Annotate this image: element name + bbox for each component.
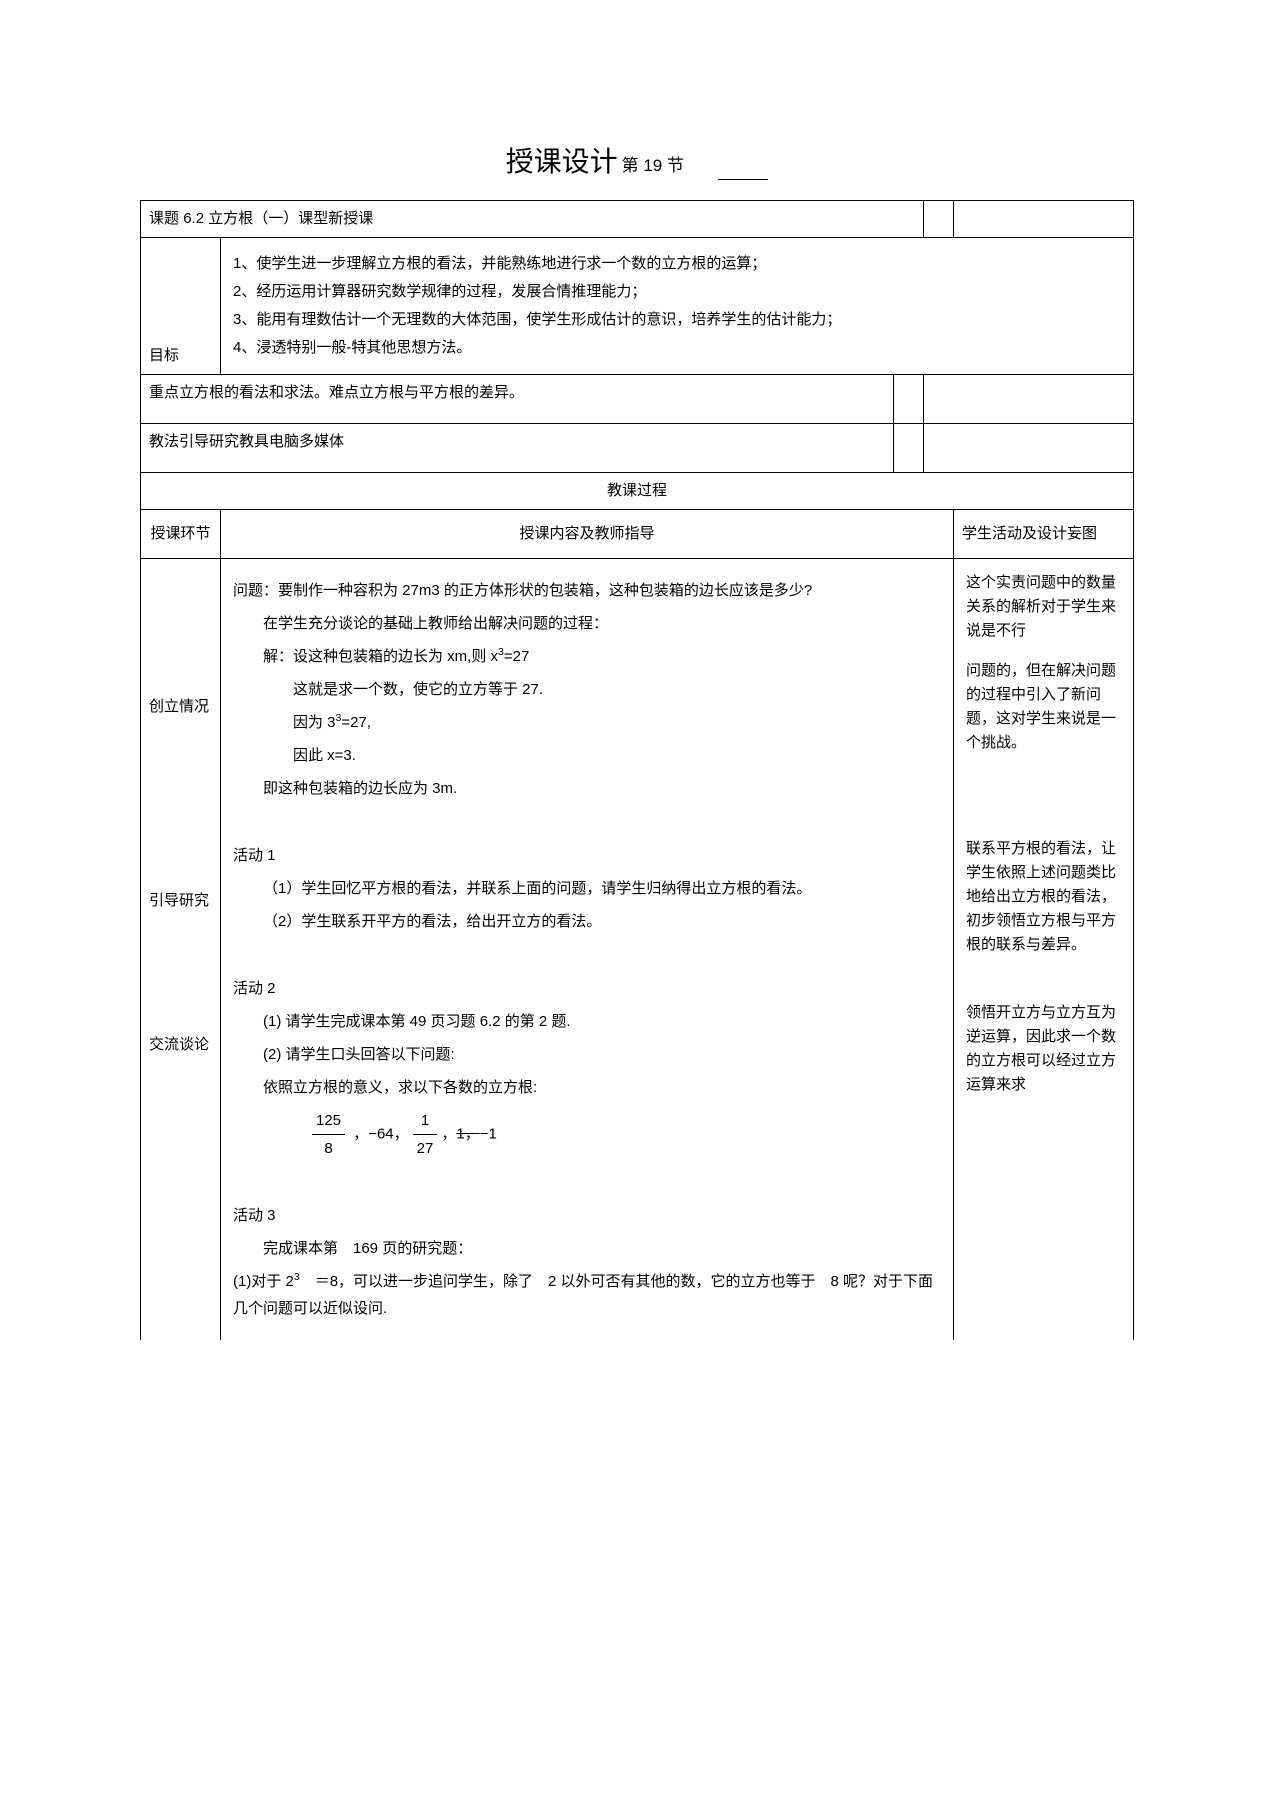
- method-row: 教法引导研究教具电脑多媒体: [141, 424, 1134, 473]
- process-title: 教课过程: [141, 473, 1134, 510]
- frac-num: 125: [312, 1107, 345, 1135]
- stage-3-label: 交流谈论: [149, 1033, 212, 1057]
- col1-header: 授课环节: [141, 510, 221, 559]
- method-value: 引导研究教具电脑多媒体: [179, 433, 344, 450]
- goal-3: 3、能用有理数估计一个无理数的大体范围，使学生形成估计的意识，培养学生的估计能力…: [233, 308, 1121, 332]
- section4-content: 活动 3 完成课本第 169 页的研究题： (1)对于 23 ＝8，可以进一步追…: [229, 1190, 945, 1334]
- topic-cell: 课题 6.2 立方根（一）课型新授课: [141, 201, 924, 238]
- s3-a2-3: 依照立方根的意义，求以下各数的立方根:: [233, 1074, 941, 1101]
- goals-cell: 1、使学生进一步理解立方根的看法，并能熟练地进行求一个数的立方根的运算； 2、经…: [221, 238, 1134, 375]
- key-blank2: [924, 375, 1134, 424]
- keypoint-row: 重点立方根的看法和求法。难点立方根与平方根的差异。: [141, 375, 1134, 424]
- lesson-table: 课题 6.2 立方根（一）课型新授课 目标 1、使学生进一步理解立方根的看法，并…: [140, 200, 1134, 1340]
- title-underline: [718, 179, 768, 180]
- s1-q3: 解：设这种包装箱的边长为 xm,则 x3=27: [233, 643, 941, 670]
- s3-a2-1: (1) 请学生完成课本第 49 页习题 6.2 的第 2 题.: [233, 1008, 941, 1035]
- s1-q5-prefix: 因为 3: [293, 714, 336, 731]
- process-title-row: 教课过程: [141, 473, 1134, 510]
- key-label: 重点: [149, 384, 179, 401]
- main-title: 授课设计: [506, 146, 618, 177]
- s1-q4: 这就是求一个数，使它的立方等于 27.: [233, 676, 941, 703]
- goal-label-cell: 目标: [141, 238, 221, 375]
- s1-q5-suffix: =27,: [341, 714, 371, 731]
- right-note-2: 联系平方根的看法，让学生依照上述问题类比地给出立方根的看法，初步领悟立方根与平方…: [962, 831, 1125, 963]
- s3-a2: 活动 2: [233, 975, 941, 1002]
- right-note-1a: 这个实责问题中的数量关系的解析对于学生来说是不行: [962, 565, 1125, 649]
- process-header-row: 授课环节 授课内容及教师指导 学生活动及设计妄图: [141, 510, 1134, 559]
- right-note-3: 领悟开立方与立方互为逆运算，因此求一个数的立方根可以经过立方运算来求: [962, 995, 1125, 1103]
- method-blank1: [894, 424, 924, 473]
- stage-labels-cell: 创立情况 引导研究 交流谈论: [141, 559, 221, 1341]
- s4-a3-2-mid: ＝8，可以进一步追问学生，除了 2 以外可否有其他的数，它的立方也等于 8 呢？…: [233, 1273, 933, 1317]
- s3-frac-line: 125 8 ，−64， 1 27 ，1，−1: [233, 1107, 941, 1162]
- col2-header: 授课内容及教师指导: [221, 510, 954, 559]
- fraction-2: 1 27: [413, 1107, 438, 1162]
- page-title-row: 授课设计第 19 节: [140, 140, 1134, 180]
- goals-row: 目标 1、使学生进一步理解立方根的看法，并能熟练地进行求一个数的立方根的运算； …: [141, 238, 1134, 375]
- topic-row: 课题 6.2 立方根（一）课型新授课: [141, 201, 1134, 238]
- col3-header: 学生活动及设计妄图: [954, 510, 1134, 559]
- fraction-1: 125 8: [312, 1107, 345, 1162]
- right-notes-cell: 这个实责问题中的数量关系的解析对于学生来说是不行 问题的，但在解决问题的过程中引…: [954, 559, 1134, 1341]
- s2-a1: 活动 1: [233, 842, 941, 869]
- frac2-num: 1: [413, 1107, 438, 1135]
- right-note-1b: 问题的，但在解决问题的过程中引入了新问题，这对学生来说是一个挑战。: [962, 653, 1125, 761]
- s3-a2-2: (2) 请学生口头回答以下问题:: [233, 1041, 941, 1068]
- stage-1-label: 创立情况: [149, 695, 212, 719]
- s4-a3-2: (1)对于 23 ＝8，可以进一步追问学生，除了 2 以外可否有其他的数，它的立…: [233, 1268, 941, 1322]
- s1-q3-suffix: =27: [504, 648, 529, 665]
- section2-content: 活动 1 （1）学生回忆平方根的看法，并联系上面的问题，请学生归纳得出立方根的看…: [229, 830, 945, 947]
- s1-q7: 即这种包装箱的边长应为 3m.: [233, 775, 941, 802]
- goal-label: 目标: [149, 347, 179, 364]
- s4-a3: 活动 3: [233, 1202, 941, 1229]
- section1-content: 问题：要制作一种容积为 27m3 的正方体形状的包装箱，这种包装箱的边长应该是多…: [229, 565, 945, 814]
- content-cell: 问题：要制作一种容积为 27m3 的正方体形状的包装箱，这种包装箱的边长应该是多…: [221, 559, 954, 1341]
- s2-a1-1: （1）学生回忆平方根的看法，并联系上面的问题，请学生归纳得出立方根的看法。: [233, 875, 941, 902]
- s1-q1: 问题：要制作一种容积为 27m3 的正方体形状的包装箱，这种包装箱的边长应该是多…: [233, 577, 941, 604]
- method-cell: 教法引导研究教具电脑多媒体: [141, 424, 894, 473]
- sub-title: 第 19 节: [622, 156, 684, 175]
- frac-rest2: ，1，−1: [441, 1125, 496, 1142]
- stage-2-label: 引导研究: [149, 889, 212, 913]
- frac-rest1: ，−64，: [349, 1125, 409, 1142]
- s4-a3-2-prefix: (1)对于 2: [233, 1273, 294, 1290]
- key-value: 立方根的看法和求法。难点立方根与平方根的差异。: [179, 384, 524, 401]
- goal-4: 4、浸透特别一般-特其他思想方法。: [233, 336, 1121, 360]
- s1-q3-prefix: 解：设这种包装箱的边长为 xm,则 x: [263, 648, 498, 665]
- s4-a3-1: 完成课本第 169 页的研究题：: [233, 1235, 941, 1262]
- s2-a1-2: （2）学生联系开平方的看法，给出开立方的看法。: [233, 908, 941, 935]
- topic-blank2: [954, 201, 1134, 238]
- frac-den: 8: [312, 1135, 345, 1162]
- method-blank2: [924, 424, 1134, 473]
- method-label: 教法: [149, 433, 179, 450]
- goal-1: 1、使学生进一步理解立方根的看法，并能熟练地进行求一个数的立方根的运算；: [233, 252, 1121, 276]
- section3-content: 活动 2 (1) 请学生完成课本第 49 页习题 6.2 的第 2 题. (2)…: [229, 963, 945, 1174]
- content-row: 创立情况 引导研究 交流谈论 问题：要制作一种容积为 27m3 的正方体形状的包…: [141, 559, 1134, 1341]
- goal-2: 2、经历运用计算器研究数学规律的过程，发展合情推理能力；: [233, 280, 1121, 304]
- keypoint-cell: 重点立方根的看法和求法。难点立方根与平方根的差异。: [141, 375, 894, 424]
- key-blank1: [894, 375, 924, 424]
- topic-label: 课题: [149, 210, 179, 227]
- s1-q2: 在学生充分谈论的基础上教师给出解决问题的过程：: [233, 610, 941, 637]
- s1-q6: 因此 x=3.: [233, 742, 941, 769]
- topic-blank1: [924, 201, 954, 238]
- topic-value: 6.2 立方根（一）课型新授课: [183, 210, 373, 227]
- s1-q5: 因为 33=27,: [233, 709, 941, 736]
- frac2-den: 27: [413, 1135, 438, 1162]
